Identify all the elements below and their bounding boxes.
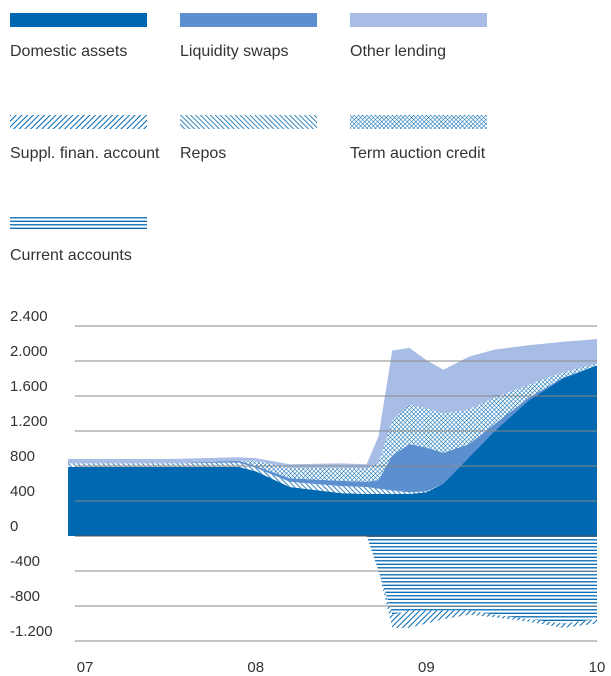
legend-swatch-fill bbox=[180, 13, 317, 27]
y-tick-label: 2.000 bbox=[10, 343, 48, 360]
legend-item: Suppl. finan. account bbox=[10, 115, 160, 165]
area bbox=[68, 363, 597, 482]
legend-swatch-fill bbox=[10, 13, 147, 27]
x-tick-label: 07 bbox=[77, 659, 94, 676]
y-tick-label: 1.200 bbox=[10, 413, 48, 430]
x-tick-label: 08 bbox=[247, 659, 264, 676]
legend-swatch bbox=[10, 115, 147, 129]
legend-label: Term auction credit bbox=[350, 145, 486, 162]
y-tick-label: -1.200 bbox=[10, 623, 53, 640]
legend-item: Current accounts bbox=[10, 217, 160, 267]
y-tick-label: 800 bbox=[10, 448, 35, 465]
legend-label: Domestic assets bbox=[10, 43, 128, 60]
legend-swatch bbox=[350, 13, 487, 27]
legend-item: Domestic assets bbox=[10, 13, 160, 63]
y-tick-label: 0 bbox=[10, 518, 18, 535]
legend-label: Other lending bbox=[350, 43, 447, 60]
legend-label: Repos bbox=[180, 145, 227, 162]
legend-swatch-fill bbox=[10, 217, 147, 231]
area bbox=[68, 536, 597, 624]
y-tick-label: 1.600 bbox=[10, 378, 48, 395]
legend-swatch-fill bbox=[350, 13, 487, 27]
legend-swatch bbox=[350, 115, 487, 129]
y-tick-label: 2.400 bbox=[10, 308, 48, 325]
legend-item: Term auction credit bbox=[350, 115, 500, 165]
legend-item: Liquidity swaps bbox=[180, 13, 330, 63]
legend-swatch bbox=[10, 217, 147, 231]
legend-label: Liquidity swaps bbox=[180, 43, 289, 60]
legend-swatch-fill bbox=[180, 115, 317, 129]
x-tick-label: 10 bbox=[589, 659, 606, 676]
legend-label: Current accounts bbox=[10, 247, 132, 264]
legend-swatch bbox=[180, 115, 317, 129]
legend-label: Suppl. finan. account bbox=[10, 145, 160, 162]
legend-item: Other lending bbox=[350, 13, 500, 63]
legend-item: Repos bbox=[180, 115, 330, 165]
legend-swatch bbox=[10, 13, 147, 27]
y-tick-label: 400 bbox=[10, 483, 35, 500]
legend-swatch-fill bbox=[10, 115, 147, 129]
area bbox=[68, 339, 597, 469]
y-tick-label: -400 bbox=[10, 553, 40, 570]
area bbox=[68, 365, 597, 536]
legend-swatch-fill bbox=[350, 115, 487, 129]
legend-swatch bbox=[180, 13, 317, 27]
x-tick-label: 09 bbox=[418, 659, 435, 676]
y-tick-label: -800 bbox=[10, 588, 40, 605]
area bbox=[68, 365, 597, 493]
